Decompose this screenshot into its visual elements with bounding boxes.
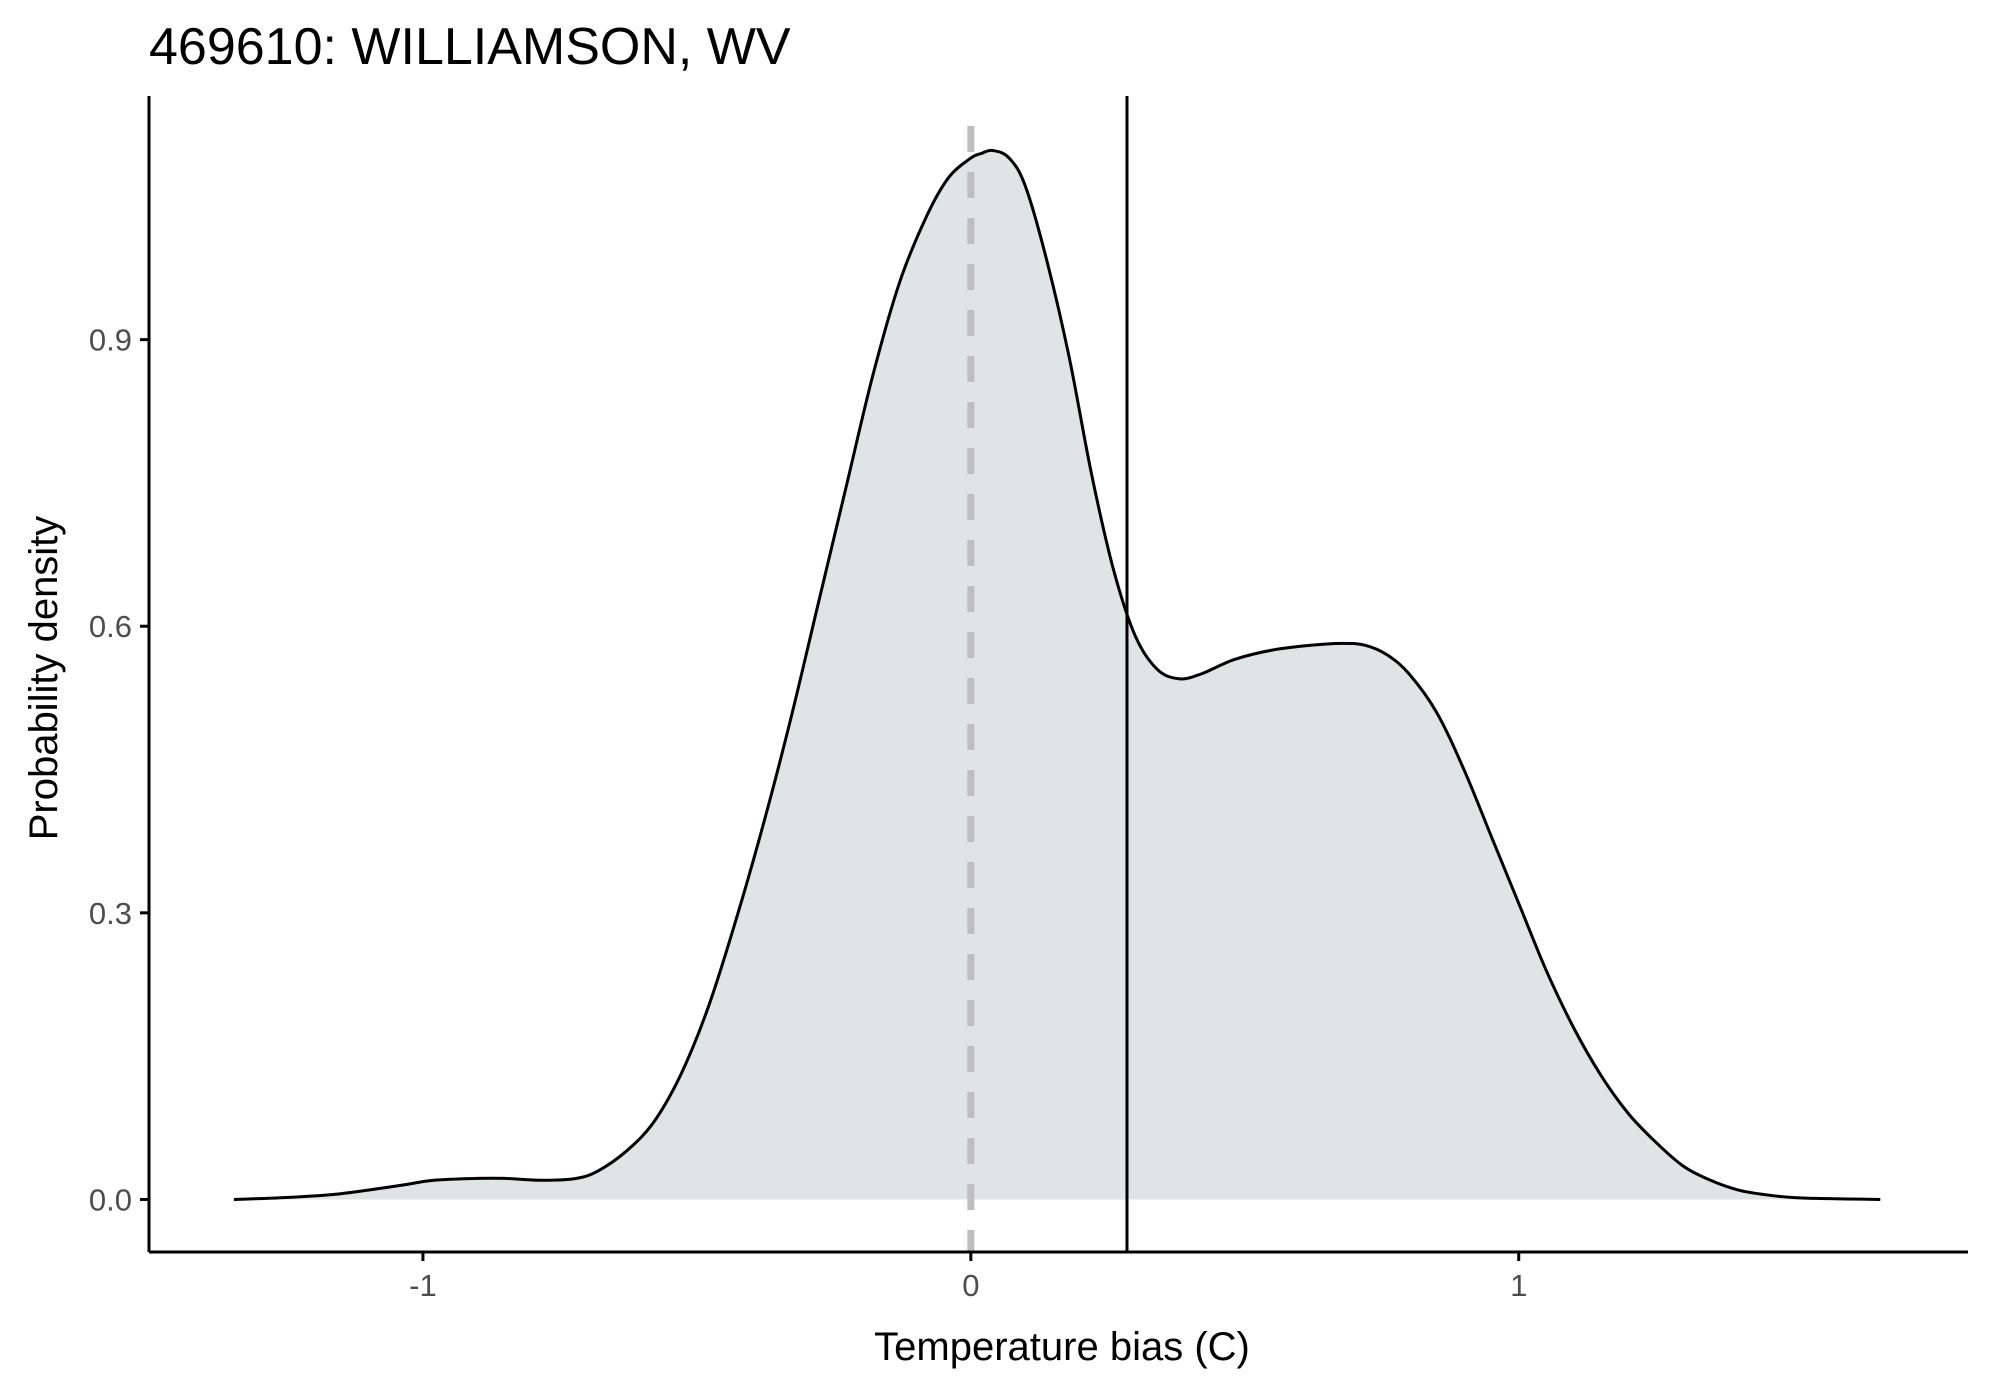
chart-title: 469610: WILLIAMSON, WV — [149, 18, 791, 76]
plot-area — [233, 96, 1881, 1252]
density-line — [233, 148, 1881, 1201]
x-axis-title: Temperature bias (C) — [874, 1325, 1250, 1369]
y-tick-label: 0.6 — [89, 609, 132, 644]
y-tick-label: 0.3 — [89, 896, 132, 931]
x-tick-label: 0 — [962, 1268, 979, 1303]
x-tick-label: -1 — [409, 1268, 437, 1303]
x-tick-label: 1 — [1510, 1268, 1527, 1303]
y-tick-label: 0.0 — [89, 1182, 132, 1217]
y-tick-label: 0.9 — [89, 323, 132, 358]
density-area — [233, 150, 1881, 1200]
axes: -1 0 1 0.0 0.3 0.6 0.9 — [89, 96, 1968, 1303]
y-axis-title: Probability density — [22, 516, 66, 841]
